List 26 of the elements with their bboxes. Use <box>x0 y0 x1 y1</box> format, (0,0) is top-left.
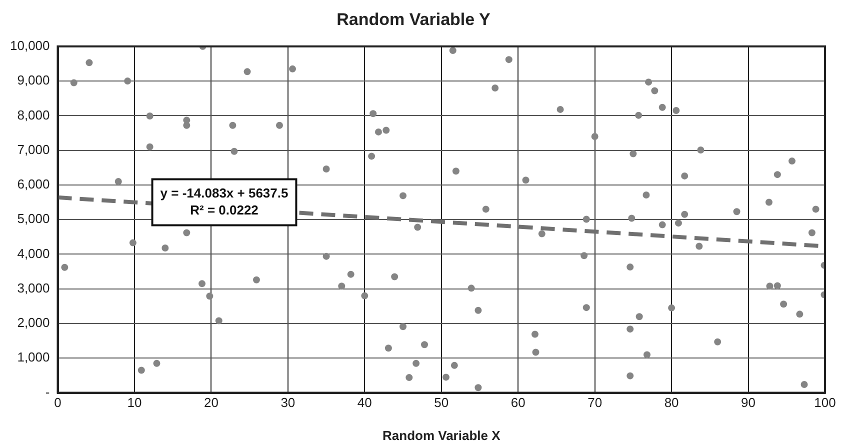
x-tick-label: 20 <box>204 395 218 410</box>
x-tick-label: 30 <box>280 395 296 410</box>
annotation: y = -14.083x + 5637.5 <box>160 185 288 200</box>
y-tick-label: 7,000 <box>17 142 50 157</box>
y-tick-label: 1,000 <box>17 350 50 365</box>
y-tick-label: 4,000 <box>17 246 50 261</box>
y-tick-label: 2,000 <box>17 315 50 330</box>
x-tick-label: 90 <box>741 395 756 410</box>
y-tick-label: 10,000 <box>10 38 50 53</box>
x-tick-label: 0 <box>54 395 62 410</box>
annotation: R² = 0.0222 <box>190 202 258 218</box>
chart-title: Random Variable Y <box>336 10 491 29</box>
y-tick-label: 6,000 <box>17 176 50 192</box>
y-tick-label: 9,000 <box>17 72 50 88</box>
x-tick-label: 60 <box>510 395 526 410</box>
x-tick-label: 50 <box>434 395 449 410</box>
x-tick-label: 40 <box>357 395 372 410</box>
x-axis-title: Random Variable X <box>382 428 501 443</box>
x-tick-label: 100 <box>814 395 836 410</box>
x-tick-label: 70 <box>588 395 602 410</box>
y-tick-label: 3,000 <box>17 280 50 296</box>
y-tick-label: - <box>45 384 50 400</box>
x-tick-label: 80 <box>664 395 679 410</box>
y-tick-label: 8,000 <box>17 107 50 122</box>
y-tick-label: 5,000 <box>17 211 50 226</box>
x-tick-label: 10 <box>127 395 142 410</box>
